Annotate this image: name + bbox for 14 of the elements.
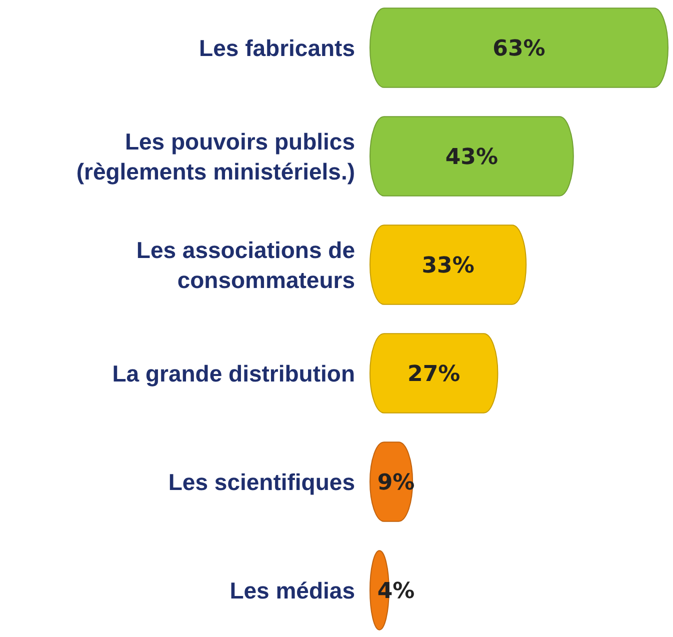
- bar: [370, 224, 527, 305]
- y-tick-label: Les associations de consommateurs: [136, 236, 355, 293]
- bar: [370, 116, 574, 196]
- y-tick-label: Les fabricants: [199, 34, 355, 61]
- y-tick-label: La grande distribution: [112, 360, 355, 386]
- data-label: 27%: [408, 362, 460, 387]
- bar: [370, 333, 498, 414]
- y-tick-label: Les pouvoirs publics (règlements ministériels.): [76, 128, 355, 184]
- data-label: 33%: [422, 253, 474, 278]
- bar: [370, 8, 668, 88]
- y-tick-label: Les médias: [230, 577, 355, 604]
- y-tick-label: Les scientifiques: [168, 468, 355, 495]
- data-label: 43%: [445, 144, 498, 170]
- data-label: 63%: [492, 36, 546, 62]
